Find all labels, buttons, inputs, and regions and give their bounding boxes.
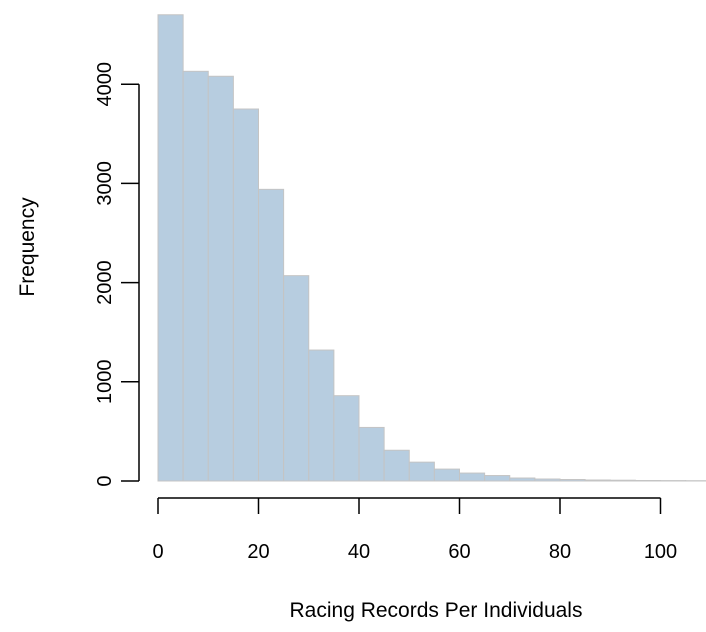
x-tick-label: 40 bbox=[348, 541, 370, 563]
histogram-bar bbox=[408, 461, 435, 482]
y-axis: 0 1000 2000 3000 4000 bbox=[94, 62, 140, 487]
x-tick-label: 60 bbox=[448, 541, 470, 563]
histogram-bar bbox=[459, 472, 486, 482]
histogram-bar bbox=[383, 449, 410, 482]
x-axis: 0 20 40 60 80 100 bbox=[152, 497, 677, 563]
histogram-bar bbox=[609, 479, 636, 482]
histogram-bar bbox=[283, 275, 310, 482]
y-tick-label: 4000 bbox=[94, 62, 116, 107]
x-tick-label: 100 bbox=[644, 541, 677, 563]
histogram-bar bbox=[484, 475, 511, 482]
histogram-bar bbox=[207, 75, 234, 482]
histogram-bar bbox=[534, 478, 561, 482]
y-tick-label: 0 bbox=[94, 475, 116, 486]
x-tick-label: 80 bbox=[549, 541, 571, 563]
y-axis-label: Frequency bbox=[16, 197, 39, 297]
histogram-bar bbox=[584, 479, 611, 482]
y-tick-label: 1000 bbox=[94, 360, 116, 405]
histogram-bar bbox=[258, 188, 285, 482]
histogram-bar bbox=[433, 468, 460, 482]
histogram-bar bbox=[308, 349, 335, 482]
histogram-bar bbox=[559, 479, 586, 482]
y-tick-label: 2000 bbox=[94, 260, 116, 305]
bars-group bbox=[157, 14, 706, 482]
histogram-bar bbox=[358, 426, 385, 482]
x-tick-label: 0 bbox=[152, 541, 163, 563]
histogram-bar bbox=[182, 70, 209, 482]
histogram-bar bbox=[333, 395, 360, 482]
histogram-bar bbox=[232, 108, 259, 482]
y-tick-label: 3000 bbox=[94, 161, 116, 206]
x-axis-label: Racing Records Per Individuals bbox=[290, 599, 583, 622]
histogram-bar bbox=[157, 14, 184, 482]
histogram-bar bbox=[509, 477, 536, 482]
x-tick-label: 20 bbox=[247, 541, 269, 563]
